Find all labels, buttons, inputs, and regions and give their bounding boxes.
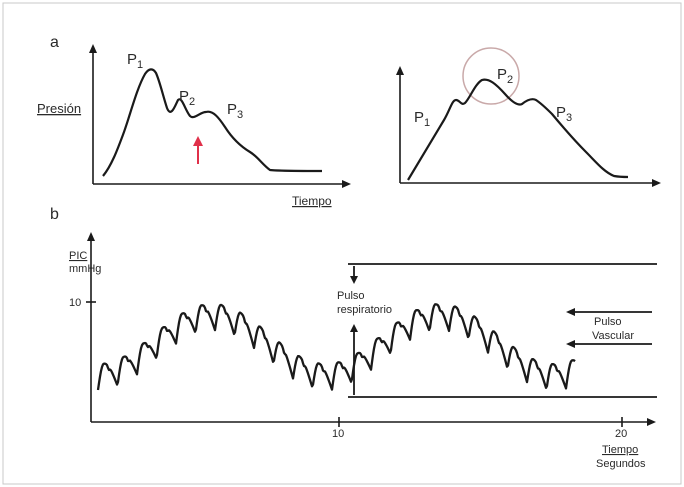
panel-a-right-x-arrow-icon (652, 179, 661, 187)
panel-a-right-axes (399, 72, 655, 184)
panel-b-vascular-bracket (572, 311, 652, 345)
panel-a-left-p2-label: P2 (179, 88, 195, 108)
panel-b-resp-label-1: Pulso (337, 290, 365, 302)
panel-b-resp-down-arrow-icon (350, 276, 358, 284)
panel-b-vasc-top-arrow-icon (566, 308, 575, 316)
panel-b-icp-waveform (96, 303, 576, 391)
panel-a-left-p1-label: P1 (127, 51, 143, 71)
panel-a-right-p1-label: P1 (414, 109, 430, 129)
panel-b-vasc-label-2: Vascular (592, 330, 634, 342)
panel-b-xlabel-tiempo: Tiempo (602, 444, 638, 456)
panel-a-left-x-arrow-icon (342, 180, 351, 188)
panel-a-right-p3-label: P3 (556, 104, 572, 124)
panel-b-resp-label-2: respiratorio (337, 304, 392, 316)
panel-b-label: b (50, 206, 59, 223)
panel-b-respiratory-bracket (348, 263, 657, 398)
panel-a-right-p2-label: P2 (497, 66, 513, 86)
panel-a-xlabel: Tiempo (292, 194, 332, 208)
panel-a-left-waveform (102, 68, 323, 177)
panel-a-red-arrow-icon (193, 136, 203, 164)
panel-b-resp-up-arrow-icon (350, 324, 358, 332)
panel-b-xtick-20: 20 (615, 428, 627, 440)
panel-a-left-p3-label: P3 (227, 101, 243, 121)
panel-a-left-axes (92, 50, 345, 185)
panel-a-label: a (50, 34, 59, 51)
panel-a-p2-highlight-circle (462, 47, 520, 105)
panel-a-right-y-arrow-icon (396, 66, 404, 75)
panel-a-ylabel: Presión (37, 101, 81, 116)
panel-a-left-y-arrow-icon (89, 44, 97, 53)
panel-b-vasc-bottom-arrow-icon (566, 340, 575, 348)
panel-b-axes (86, 238, 650, 427)
panel-b-ylabel-mmhg: mmHg (69, 263, 101, 275)
panel-b-xlabel-segundos: Segundos (596, 458, 646, 470)
panel-b-xtick-10: 10 (332, 428, 344, 440)
panel-b-ylabel-pic: PIC (69, 250, 87, 262)
panel-b-vasc-label-1: Pulso (594, 316, 622, 328)
panel-b-x-arrow-icon (647, 418, 656, 426)
panel-b-ytick-10: 10 (69, 297, 81, 309)
panel-b-y-arrow-icon (87, 232, 95, 241)
panel-a-right-waveform (407, 78, 629, 181)
